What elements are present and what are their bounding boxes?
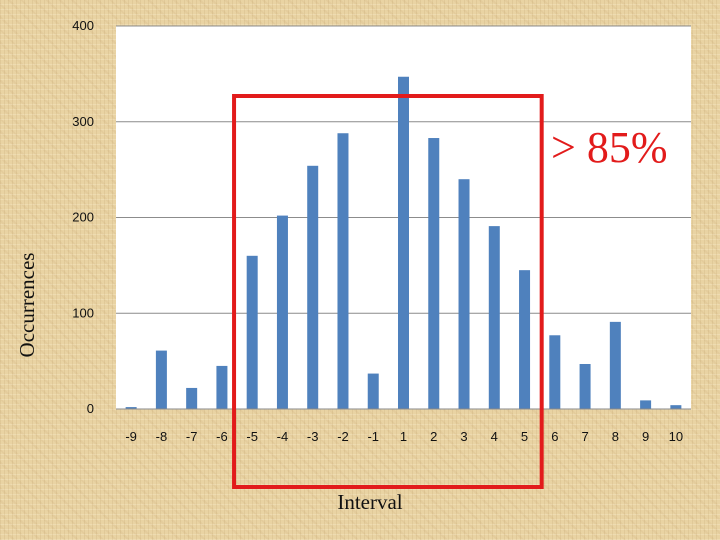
- x-tick-label: 9: [642, 429, 649, 444]
- bar: [367, 373, 379, 409]
- bar: [125, 407, 137, 409]
- x-tick-label: -2: [337, 429, 349, 444]
- bar: [428, 138, 440, 409]
- y-tick-label: 200: [72, 210, 94, 225]
- highlight-box: [232, 94, 544, 489]
- x-tick-label: -6: [216, 429, 228, 444]
- highlight-annotation: > 85%: [551, 123, 667, 172]
- bar: [307, 165, 319, 409]
- x-tick-label: 7: [581, 429, 588, 444]
- bar: [458, 179, 470, 409]
- y-tick-label: 300: [72, 114, 94, 129]
- bar: [337, 133, 349, 410]
- y-tick-label: 0: [87, 401, 94, 416]
- x-tick-label: 1: [400, 429, 407, 444]
- y-axis-title: Occurrences: [15, 253, 39, 358]
- x-tick-label: -9: [125, 429, 137, 444]
- x-tick-label: 10: [669, 429, 683, 444]
- bar: [155, 350, 167, 409]
- bar: [579, 363, 591, 409]
- bars: [125, 76, 682, 410]
- x-tick-label: -7: [186, 429, 198, 444]
- x-tick-label: -8: [156, 429, 168, 444]
- y-tick-label: 400: [72, 18, 94, 33]
- bar: [670, 405, 682, 409]
- bar: [519, 270, 531, 409]
- x-tick-label: -5: [246, 429, 258, 444]
- x-tick-label: 5: [521, 429, 528, 444]
- x-tick-label: -3: [307, 429, 319, 444]
- bar: [186, 387, 198, 409]
- bar: [276, 215, 288, 409]
- x-tick-label: 2: [430, 429, 437, 444]
- y-tick-labels: 0 100 200 300 400: [72, 18, 94, 416]
- x-tick-label: 8: [612, 429, 619, 444]
- bar: [549, 335, 561, 409]
- x-axis-title: Interval: [337, 490, 402, 514]
- bar: [640, 400, 652, 409]
- x-tick-label: -4: [277, 429, 289, 444]
- x-tick-label: -1: [367, 429, 379, 444]
- x-tick-labels: -9 -8 -7 -6 -5 -4 -3 -2 -1 1 2 3 4 5 6 7 8 9 10: [125, 429, 683, 444]
- y-tick-label: 100: [72, 305, 94, 320]
- bar: [216, 365, 228, 409]
- x-tick-label: 4: [491, 429, 498, 444]
- x-tick-label: 6: [551, 429, 558, 444]
- bar: [488, 226, 500, 409]
- bar: [609, 321, 621, 409]
- bar: [246, 255, 258, 409]
- x-tick-label: 3: [460, 429, 467, 444]
- bar: [398, 76, 409, 409]
